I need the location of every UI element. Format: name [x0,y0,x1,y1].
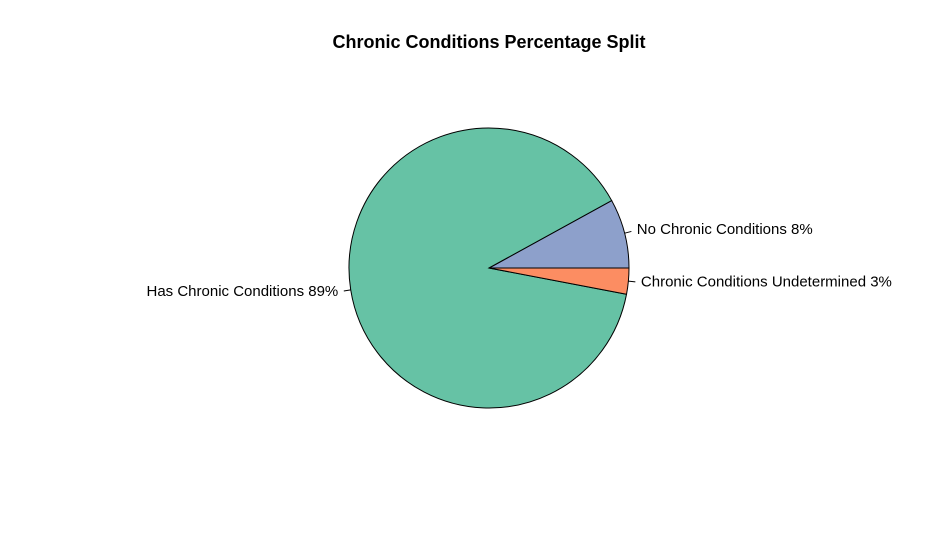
slice-label: Has Chronic Conditions 89% [147,283,339,300]
label-tick [624,230,632,234]
label-tick [628,280,636,283]
slice-label: Chronic Conditions Undetermined 3% [641,273,892,290]
chart-title: Chronic Conditions Percentage Split [332,32,645,52]
label-tick [343,289,351,292]
slice-labels: No Chronic Conditions 8% Has Chronic Cond… [147,221,892,300]
pie-slice-chronic-conditions-undetermined [488,267,630,295]
pie-slice-has-chronic-conditions [348,127,628,409]
pie-slices [348,127,630,409]
label-ticks [343,230,636,292]
slice-label: No Chronic Conditions 8% [637,221,813,238]
